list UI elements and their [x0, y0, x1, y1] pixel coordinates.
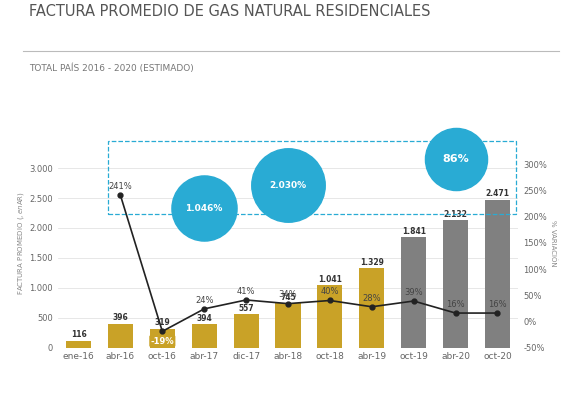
Text: 2.471: 2.471	[486, 189, 509, 198]
Text: 40%: 40%	[321, 287, 339, 296]
Bar	[108, 141, 516, 214]
Y-axis label: FACTURA PROMEDIO ($, en $AR): FACTURA PROMEDIO ($, en $AR)	[16, 191, 26, 295]
Bar	[108, 324, 133, 348]
Bar	[485, 200, 510, 348]
Bar	[401, 237, 426, 348]
Y-axis label: % VARIACIÓN: % VARIACIÓN	[550, 220, 556, 266]
Text: 2.132: 2.132	[444, 210, 468, 218]
Bar	[443, 220, 468, 348]
Text: 41%: 41%	[237, 287, 255, 296]
Point	[200, 205, 209, 212]
Text: 319: 319	[154, 318, 170, 327]
Bar	[233, 314, 259, 348]
Text: FACTURA PROMEDIO DE GAS NATURAL RESIDENCIALES: FACTURA PROMEDIO DE GAS NATURAL RESIDENC…	[29, 4, 430, 19]
Text: 396: 396	[112, 313, 128, 322]
Text: 1.041: 1.041	[318, 275, 342, 284]
Text: 1.329: 1.329	[360, 258, 384, 267]
Text: 394: 394	[196, 314, 212, 323]
Text: -19%: -19%	[150, 337, 174, 346]
Text: 39%: 39%	[404, 288, 423, 297]
Text: 1.841: 1.841	[401, 227, 426, 236]
Point	[451, 156, 460, 162]
Text: 86%: 86%	[442, 154, 469, 164]
Text: 24%: 24%	[195, 296, 214, 305]
Bar	[192, 324, 217, 348]
Text: 2.030%: 2.030%	[270, 181, 306, 190]
Bar	[359, 268, 384, 348]
Text: 16%: 16%	[488, 300, 507, 309]
Text: 557: 557	[238, 304, 254, 313]
Bar	[150, 329, 175, 348]
Text: TOTAL PAÍS 2016 - 2020 (ESTIMADO): TOTAL PAÍS 2016 - 2020 (ESTIMADO)	[29, 63, 194, 73]
Text: 116: 116	[71, 330, 86, 339]
Bar	[317, 285, 343, 348]
Text: 34%: 34%	[279, 290, 297, 299]
Bar	[275, 303, 301, 348]
Bar	[66, 340, 91, 348]
Text: 28%: 28%	[362, 293, 381, 303]
Text: 745: 745	[280, 293, 296, 301]
Text: 16%: 16%	[446, 300, 465, 309]
Point	[283, 182, 293, 188]
Text: 241%: 241%	[108, 182, 132, 191]
Text: 1.046%: 1.046%	[185, 204, 223, 213]
